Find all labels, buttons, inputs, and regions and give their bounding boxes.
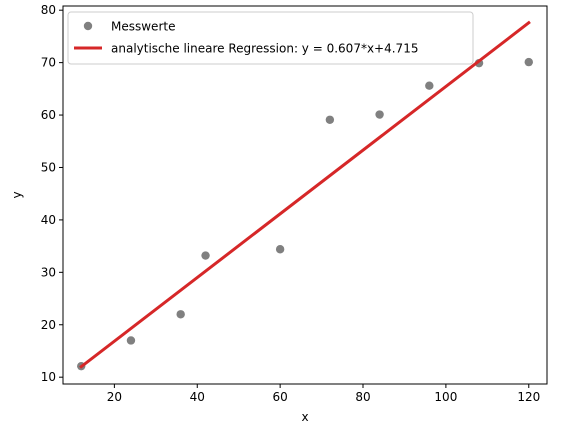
x-tick-label: 40 xyxy=(190,390,205,404)
legend-box xyxy=(67,11,474,65)
x-tick-label: 60 xyxy=(272,390,287,404)
data-point xyxy=(325,115,335,124)
data-point xyxy=(425,81,434,90)
legend: Messwerte analytische lineare Regression:… xyxy=(67,11,474,65)
x-tick-label: 80 xyxy=(355,390,370,404)
x-tick-label: 120 xyxy=(517,390,540,404)
y-axis-label: y xyxy=(10,191,24,198)
y-tick-label: 10 xyxy=(41,370,56,384)
y-tick-label: 60 xyxy=(41,108,56,122)
plot-area xyxy=(77,20,533,371)
x-axis-label: x xyxy=(301,410,308,424)
data-point xyxy=(524,57,533,67)
data-point xyxy=(375,110,384,119)
x-tick-label: 20 xyxy=(107,390,122,404)
data-point xyxy=(201,251,210,260)
data-point xyxy=(176,310,185,319)
legend-marker xyxy=(83,21,93,31)
legend-label: analytische lineare Regression: y = 0.60… xyxy=(111,42,418,56)
data-point xyxy=(126,336,136,345)
x-tick-label: 100 xyxy=(434,390,457,404)
y-tick-label: 20 xyxy=(41,318,56,332)
legend-label: Messwerte xyxy=(111,20,175,34)
y-tick-label: 40 xyxy=(41,213,56,227)
y-tick-label: 30 xyxy=(41,265,56,279)
y-tick-label: 50 xyxy=(41,160,56,174)
data-point xyxy=(275,245,285,254)
y-tick-label: 80 xyxy=(41,3,56,17)
regression-line xyxy=(79,20,531,369)
y-tick-label: 70 xyxy=(41,56,56,70)
plot-frame xyxy=(62,5,548,385)
axes: 20 40 60 80 100 120 10 20 30 40 50 60 70 80 xyxy=(41,3,548,404)
